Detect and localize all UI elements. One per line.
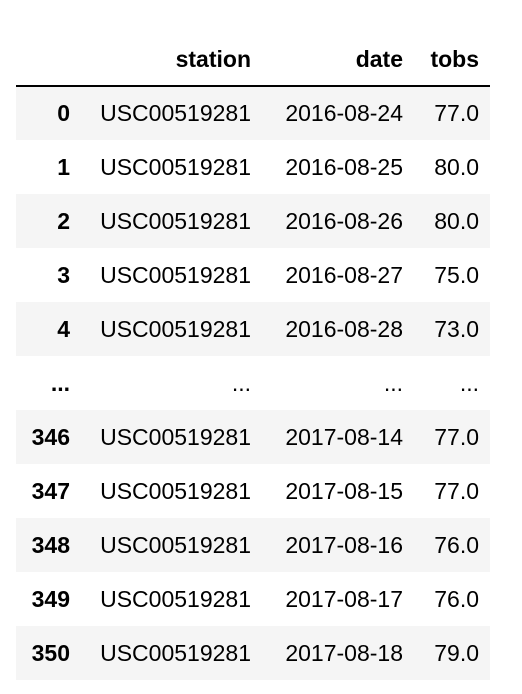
cell-tobs: ... [459, 369, 479, 396]
header-row: station date tobs [16, 34, 490, 87]
cell-date: 2017-08-17 [285, 585, 403, 612]
table-row: ............ [16, 356, 490, 410]
cell-tobs: 77.0 [434, 423, 479, 450]
cell-tobs: 77.0 [434, 100, 479, 126]
cell-station: USC00519281 [100, 207, 251, 234]
column-header-tobs: tobs [419, 34, 490, 87]
cell-date: 2017-08-16 [285, 531, 403, 558]
table-row: 347 USC00519281 2017-08-15 77.0 [16, 464, 490, 518]
cell-date: 2016-08-25 [285, 153, 403, 180]
cell-station: USC00519281 [100, 261, 251, 288]
row-index: 349 [31, 585, 70, 612]
table-body: 0 USC00519281 2016-08-24 77.0 1 USC00519281 20… [16, 86, 490, 680]
cell-date: 2016-08-26 [285, 207, 403, 234]
column-header-date: date [267, 34, 419, 87]
cell-tobs: 75.0 [434, 261, 479, 288]
cell-station: USC00519281 [100, 315, 251, 342]
table-row: 2 USC00519281 2016-08-26 80.0 [16, 194, 490, 248]
row-index: 1 [57, 153, 70, 180]
row-index: 0 [57, 100, 70, 126]
row-index: ... [50, 369, 70, 396]
cell-station: USC00519281 [100, 639, 251, 666]
cell-station: ... [231, 369, 251, 396]
cell-station: USC00519281 [100, 585, 251, 612]
table-row: 1 USC00519281 2016-08-25 80.0 [16, 140, 490, 194]
cell-tobs: 80.0 [434, 153, 479, 180]
cell-date: ... [383, 369, 403, 396]
cell-station: USC00519281 [100, 100, 251, 126]
row-index: 347 [31, 477, 70, 504]
table-row: 0 USC00519281 2016-08-24 77.0 [16, 86, 490, 140]
table-row: 3 USC00519281 2016-08-27 75.0 [16, 248, 490, 302]
cell-station: USC00519281 [100, 423, 251, 450]
cell-date: 2017-08-15 [285, 477, 403, 504]
cell-date: 2016-08-24 [285, 100, 403, 126]
cell-date: 2017-08-18 [285, 639, 403, 666]
table-row: 350 USC00519281 2017-08-18 79.0 [16, 626, 490, 680]
table-row: 349 USC00519281 2017-08-17 76.0 [16, 572, 490, 626]
cell-date: 2016-08-27 [285, 261, 403, 288]
table-row: 348 USC00519281 2017-08-16 76.0 [16, 518, 490, 572]
row-index: 2 [57, 207, 70, 234]
cell-tobs: 76.0 [434, 585, 479, 612]
cell-tobs: 79.0 [434, 639, 479, 666]
cell-station: USC00519281 [100, 477, 251, 504]
table-row: 346 USC00519281 2017-08-14 77.0 [16, 410, 490, 464]
cell-station: USC00519281 [100, 153, 251, 180]
row-index: 3 [57, 261, 70, 288]
column-header-station: station [86, 34, 267, 87]
row-index: 350 [31, 639, 70, 666]
index-header [16, 34, 86, 87]
cell-station: USC00519281 [100, 531, 251, 558]
cell-tobs: 80.0 [434, 207, 479, 234]
dataframe-table: station date tobs 0 USC00519281 2016-08-24… [16, 34, 490, 680]
row-index: 4 [57, 315, 70, 342]
cell-date: 2017-08-14 [285, 423, 403, 450]
row-index: 348 [31, 531, 70, 558]
cell-tobs: 76.0 [434, 531, 479, 558]
cell-tobs: 73.0 [434, 315, 479, 342]
table-row: 4 USC00519281 2016-08-28 73.0 [16, 302, 490, 356]
cell-tobs: 77.0 [434, 477, 479, 504]
row-index: 346 [31, 423, 70, 450]
cell-date: 2016-08-28 [285, 315, 403, 342]
